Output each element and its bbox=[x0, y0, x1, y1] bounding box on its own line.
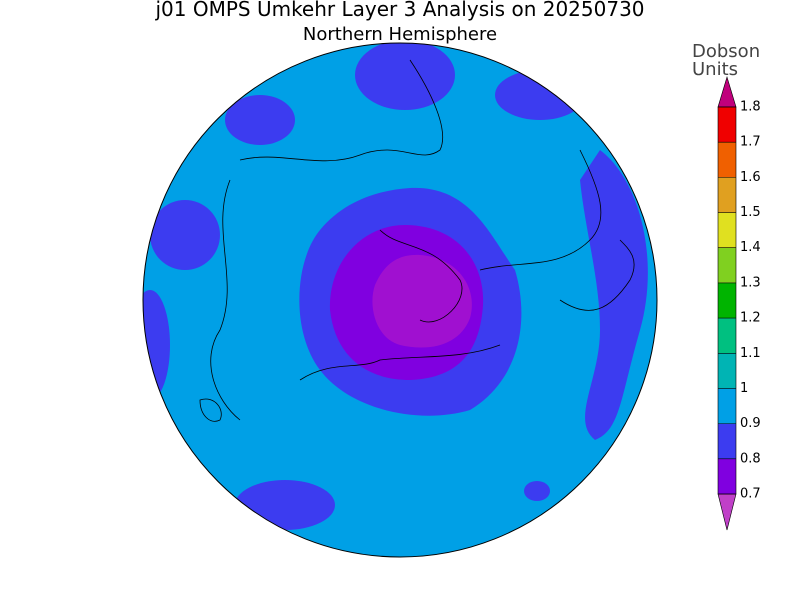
colorbar-segment bbox=[718, 318, 736, 354]
lowest-region bbox=[372, 254, 472, 348]
low-region bbox=[225, 95, 295, 145]
colorbar-tick-label: 1.8 bbox=[740, 100, 761, 115]
colorbar-segment bbox=[718, 177, 736, 213]
colorbar-tick-label: 0.9 bbox=[740, 416, 761, 431]
low-region bbox=[235, 480, 335, 530]
colorbar-tick-label: 1.4 bbox=[740, 240, 761, 255]
low-region bbox=[150, 200, 220, 270]
colorbar-segment bbox=[718, 458, 736, 494]
colorbar-tick-label: 1.5 bbox=[740, 205, 761, 220]
low-region bbox=[524, 481, 550, 501]
colorbar-tick-label: 1.7 bbox=[740, 135, 761, 150]
colorbar-label: Units bbox=[692, 59, 738, 80]
colorbar-tick-label: 1.2 bbox=[740, 311, 761, 326]
colorbar-tick-label: 1.6 bbox=[740, 170, 761, 185]
colorbar-segment bbox=[718, 142, 736, 178]
map-border bbox=[142, 42, 658, 558]
colorbar-segment bbox=[718, 353, 736, 389]
colorbar-segment bbox=[718, 247, 736, 283]
colorbar-tick-label: 1.3 bbox=[740, 275, 761, 290]
polar-map bbox=[143, 43, 657, 557]
low-region bbox=[355, 43, 455, 110]
colorbar-segment bbox=[718, 423, 736, 459]
colorbar-tick-label: 1.1 bbox=[740, 346, 761, 361]
colorbar: 0.7 0.8 0.9 1 1.1 1.2 1.3 1.4 1.5 1.6 1.7 1.8 bbox=[717, 75, 761, 531]
colorbar-label: Dobson bbox=[692, 41, 760, 62]
colorbar-segment bbox=[718, 282, 736, 319]
colorbar-extension bbox=[717, 493, 737, 531]
colorbar-segment bbox=[718, 388, 736, 424]
low-region bbox=[495, 70, 585, 120]
subtitle: Northern Hemisphere bbox=[303, 24, 497, 45]
title: j01 OMPS Umkehr Layer 3 Analysis on 2025… bbox=[154, 0, 644, 21]
low-region bbox=[580, 150, 648, 440]
low-region bbox=[143, 290, 170, 400]
colorbar-segment bbox=[718, 212, 736, 248]
colorbar-extension bbox=[717, 75, 737, 108]
colorbar-tick-label: 0.7 bbox=[740, 487, 761, 502]
colorbar-tick-label: 1 bbox=[740, 381, 748, 396]
colorbar-segment bbox=[718, 107, 736, 143]
colorbar-tick-label: 0.8 bbox=[740, 451, 761, 466]
